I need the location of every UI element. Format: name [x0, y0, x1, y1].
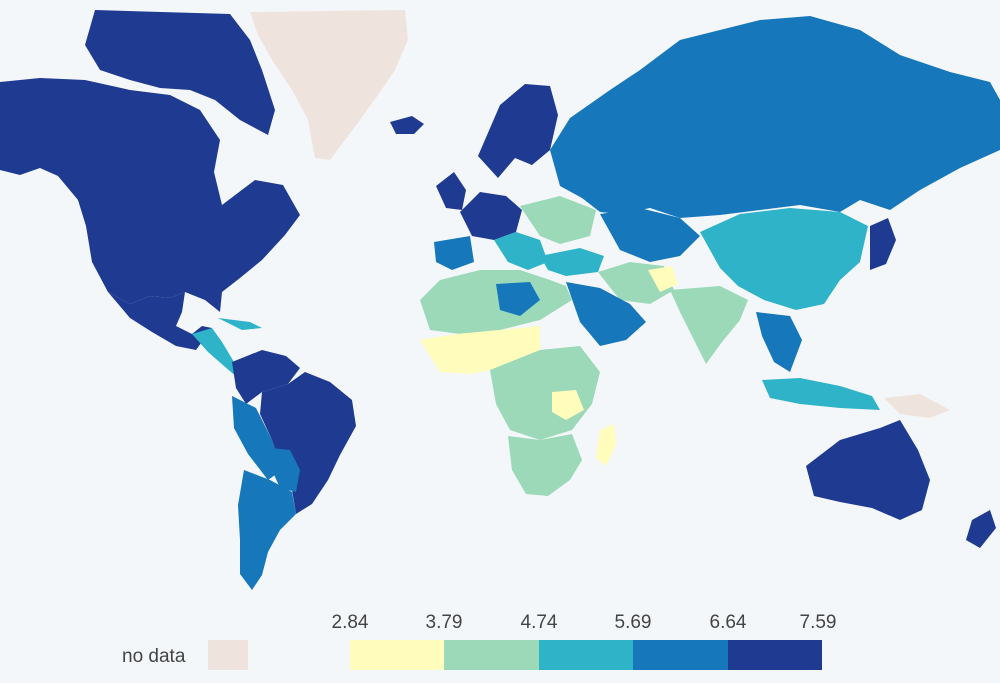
region-scandinavia[interactable] [478, 84, 558, 178]
region-central-america[interactable] [192, 328, 246, 378]
region-western-europe[interactable] [460, 192, 522, 240]
region-east-africa[interactable] [552, 390, 584, 420]
region-italy-balkans[interactable] [494, 232, 548, 270]
region-india[interactable] [670, 286, 748, 364]
legend: no data 2.84 3.79 4.74 5.69 6.64 7.59 [122, 612, 836, 670]
legend-bin-4 [633, 640, 728, 670]
no-data-swatch [208, 640, 248, 670]
region-china[interactable] [700, 208, 868, 310]
region-arabian-peninsula[interactable] [566, 282, 646, 346]
legend-tick-3: 4.74 [521, 612, 558, 633]
region-russia[interactable] [550, 16, 1000, 218]
no-data-label: no data [122, 646, 186, 667]
region-iberia[interactable] [434, 236, 474, 270]
legend-tick-1: 2.84 [332, 612, 369, 633]
region-southern-cone[interactable] [238, 470, 296, 590]
region-japan[interactable] [870, 218, 896, 270]
region-turkey-caucasus[interactable] [540, 248, 604, 276]
region-afghanistan[interactable] [648, 266, 678, 292]
region-venezuela-colombia[interactable] [232, 350, 300, 404]
legend-bin-5 [728, 640, 822, 670]
region-australia[interactable] [806, 420, 930, 520]
region-southern-africa[interactable] [508, 434, 582, 496]
legend-bin-3 [539, 640, 633, 670]
region-southeast-asia[interactable] [756, 312, 802, 372]
region-central-africa[interactable] [490, 346, 600, 440]
region-bolivia-paraguay[interactable] [270, 448, 300, 492]
region-new-guinea[interactable] [884, 394, 950, 418]
legend-bin-2 [444, 640, 539, 670]
legend-tick-2: 3.79 [426, 612, 463, 633]
region-north-america[interactable] [0, 78, 300, 312]
region-madagascar[interactable] [596, 424, 616, 466]
region-new-zealand[interactable] [966, 510, 996, 548]
region-iceland[interactable] [390, 116, 424, 134]
region-uk-ireland[interactable] [436, 172, 466, 210]
region-greenland[interactable] [250, 10, 408, 160]
region-north-africa[interactable] [420, 270, 572, 334]
legend-bin-1 [350, 640, 444, 670]
region-caribbean[interactable] [218, 318, 262, 330]
region-eastern-europe[interactable] [520, 196, 596, 244]
region-brazil[interactable] [260, 372, 356, 514]
legend-tick-5: 6.64 [710, 612, 747, 633]
region-peru-ecuador[interactable] [232, 396, 282, 480]
region-central-asia[interactable] [600, 208, 700, 262]
region-mexico[interactable] [108, 292, 212, 350]
region-indonesia[interactable] [762, 378, 880, 410]
region-canada-arctic[interactable] [85, 10, 275, 135]
legend-tick-4: 5.69 [615, 612, 652, 633]
legend-tick-6: 7.59 [800, 612, 837, 633]
region-libya[interactable] [496, 282, 540, 316]
